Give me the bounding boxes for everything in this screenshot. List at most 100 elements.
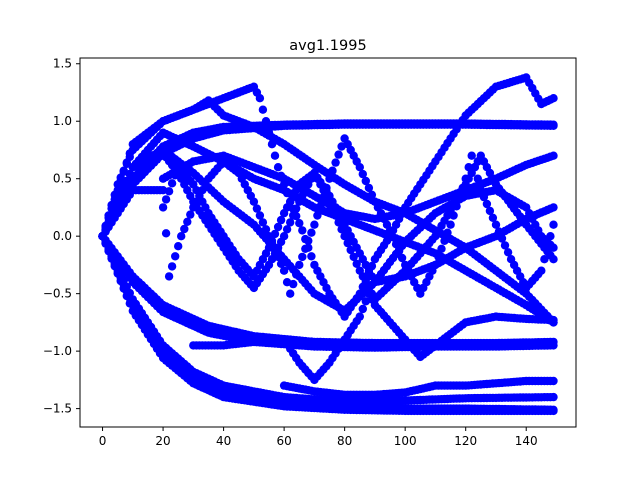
data-point: [549, 151, 558, 160]
x-axis: 0 20 40 60 80 100 120 140: [99, 427, 538, 448]
data-point: [503, 248, 513, 257]
data-point: [325, 174, 334, 183]
data-point: [449, 211, 458, 220]
data-point: [331, 158, 340, 167]
data-point: [116, 269, 125, 279]
data-point: [549, 255, 558, 264]
data-point: [186, 210, 195, 219]
data-point: [119, 183, 128, 193]
data-point: [364, 183, 374, 193]
data-point: [361, 176, 370, 186]
data-point: [107, 250, 116, 260]
x-tick-label: 0: [99, 434, 107, 448]
data-point: [164, 187, 174, 196]
data-point: [113, 263, 122, 272]
data-point: [116, 190, 125, 199]
data-point: [279, 232, 289, 241]
y-tick-label: 0.5: [53, 172, 72, 186]
data-point: [452, 202, 461, 211]
data-point: [304, 236, 313, 245]
data-point: [270, 229, 280, 239]
data-point: [549, 94, 558, 103]
data-point: [289, 211, 298, 220]
data-point: [158, 203, 168, 212]
data-point: [358, 169, 367, 179]
data-point: [355, 312, 364, 321]
data-point: [273, 163, 283, 172]
data-point: [174, 242, 183, 251]
data-point: [267, 140, 277, 149]
data-point: [292, 270, 301, 279]
x-tick-label: 60: [276, 434, 291, 448]
data-point: [549, 406, 558, 416]
data-point: [334, 150, 343, 159]
x-tick-label: 140: [515, 434, 538, 448]
data-point: [276, 259, 286, 268]
data-point: [282, 225, 292, 234]
x-tick-label: 80: [337, 434, 352, 448]
data-point: [261, 225, 271, 234]
data-point: [467, 151, 476, 160]
data-point: [307, 252, 316, 261]
data-point: [295, 260, 304, 270]
data-point: [255, 94, 265, 103]
data-point: [122, 176, 131, 186]
data-point: [104, 244, 113, 253]
data-point: [171, 252, 180, 261]
data-point: [352, 259, 361, 268]
data-point: [549, 120, 558, 129]
data-point: [391, 240, 401, 249]
data-point: [385, 226, 395, 235]
data-point: [349, 252, 358, 262]
data-point: [546, 232, 555, 241]
x-tick-label: 120: [454, 434, 477, 448]
data-point: [310, 220, 319, 229]
data-point: [252, 204, 262, 213]
data-point: [125, 149, 134, 158]
data-point: [358, 304, 367, 314]
data-point: [491, 220, 501, 229]
data-point: [500, 241, 510, 250]
x-tick-label: 40: [216, 434, 231, 448]
data-point: [388, 233, 398, 242]
x-tick-label: 100: [394, 434, 417, 448]
data-point: [167, 179, 177, 188]
data-point: [261, 117, 271, 126]
data-point: [464, 163, 473, 172]
data-point: [301, 244, 310, 253]
data-point: [264, 243, 274, 252]
data-point: [122, 282, 131, 291]
data-point: [264, 128, 274, 137]
data-point: [461, 174, 470, 183]
data-points: [98, 73, 558, 416]
data-point: [549, 243, 558, 252]
data-point: [485, 206, 495, 216]
data-point: [367, 190, 377, 199]
data-point: [167, 262, 177, 271]
y-tick-label: −1.0: [43, 344, 72, 358]
plot-frame: [79, 57, 577, 428]
data-point: [488, 213, 498, 222]
data-point: [537, 266, 546, 275]
data-point: [355, 163, 364, 172]
y-tick-label: 1.0: [53, 114, 72, 128]
data-point: [470, 163, 479, 172]
data-point: [549, 341, 558, 350]
data-point: [276, 215, 286, 225]
data-point: [249, 197, 259, 206]
data-point: [394, 246, 404, 256]
data-point: [255, 211, 265, 220]
data-point: [273, 222, 283, 232]
data-point: [286, 218, 295, 227]
data-point: [279, 266, 289, 275]
data-point: [549, 315, 558, 325]
x-tick-label: 20: [155, 434, 170, 448]
data-point: [540, 255, 549, 264]
y-tick-label: 0.0: [53, 229, 72, 243]
data-point: [549, 376, 558, 386]
data-point: [295, 219, 304, 228]
data-point: [549, 220, 558, 229]
data-point: [440, 236, 449, 245]
data-point: [446, 220, 455, 229]
